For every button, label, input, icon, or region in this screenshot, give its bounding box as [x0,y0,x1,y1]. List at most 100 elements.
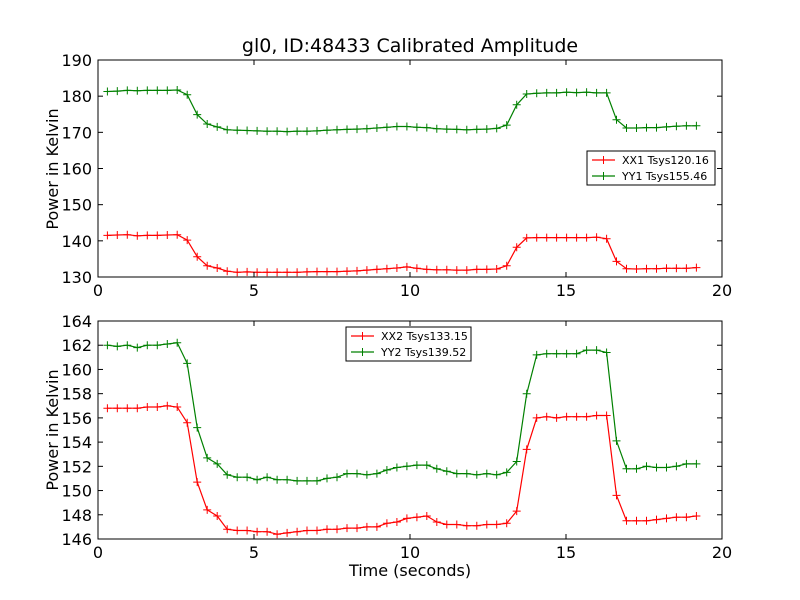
data-point [662,264,671,273]
data-point [582,233,591,242]
data-point [392,122,401,131]
data-point [183,418,192,427]
data-point [472,470,481,479]
legend-label: XX2 Tsys133.15 [381,330,468,343]
data-point [452,469,461,478]
data-point [273,530,282,539]
data-point [632,516,641,525]
data-point [562,233,571,242]
data-point [652,515,661,524]
data-point [353,266,361,275]
data-point [193,423,202,432]
legend-marker [358,332,367,340]
data-point [263,527,272,536]
data-point [303,127,311,136]
series-1 [103,401,701,539]
series-2 [103,338,701,485]
data-point [512,243,521,252]
data-point [253,126,262,135]
data-point [632,124,641,132]
data-point [273,127,282,136]
x-tick-label: 5 [249,543,259,562]
y-tick-label: 156 [61,409,92,428]
data-point [552,88,561,97]
data-point [562,412,571,421]
data-point [492,265,501,273]
data-point [642,123,651,132]
data-point [103,404,112,413]
data-point [382,264,391,273]
data-point [522,233,531,242]
data-point [223,267,232,276]
data-point [213,122,222,131]
data-point [392,463,401,472]
data-point [253,475,262,484]
data-point [602,411,611,420]
data-point [263,268,272,277]
y-tick-label: 146 [61,530,92,549]
data-point [183,90,192,99]
data-point [283,268,292,277]
data-point [283,475,292,484]
data-point [163,340,172,348]
data-point [572,412,581,421]
data-point [372,522,381,531]
x-tick-label: 0 [93,281,103,300]
data-point [462,469,471,478]
data-point [143,86,152,95]
data-point [612,115,621,124]
data-point [422,512,431,520]
data-point [353,469,361,478]
data-point [223,525,232,534]
data-point [362,522,371,531]
y-tick-label: 158 [61,385,92,404]
data-point [153,341,162,350]
data-point [303,526,311,535]
data-point [412,461,421,470]
data-point [243,267,252,276]
data-point [582,412,591,421]
data-point [692,121,701,130]
data-point [592,88,601,97]
data-point [482,469,491,478]
data-point [452,125,461,134]
data-point [323,474,331,483]
data-point [392,264,401,272]
data-point [612,491,621,500]
data-point [293,476,302,485]
data-point [652,264,661,273]
data-point [442,125,451,134]
data-point [353,524,361,533]
x-tick-label: 0 [93,543,103,562]
x-tick-label: 20 [712,281,732,300]
data-point [382,519,391,528]
data-point [622,516,631,525]
data-point [283,528,292,537]
data-point [353,125,361,134]
y-tick-label: 154 [61,433,92,452]
data-point [482,125,491,134]
data-point [293,527,302,536]
data-point [163,86,172,95]
data-point [502,468,511,477]
data-point [462,521,471,530]
data-point [412,264,421,273]
data-point [343,469,351,478]
y-tick-label: 140 [61,232,92,251]
data-point [183,236,192,245]
data-point [672,462,681,471]
data-point [562,88,571,97]
data-point [173,403,182,411]
data-point [552,349,561,358]
data-point [552,413,561,422]
legend-box [586,150,716,186]
data-point [682,264,691,273]
data-point [472,521,481,530]
data-point [692,263,701,272]
legend-box [345,326,472,362]
data-point [163,401,172,410]
data-point [672,264,681,273]
data-point [512,457,521,466]
data-point [622,264,631,273]
